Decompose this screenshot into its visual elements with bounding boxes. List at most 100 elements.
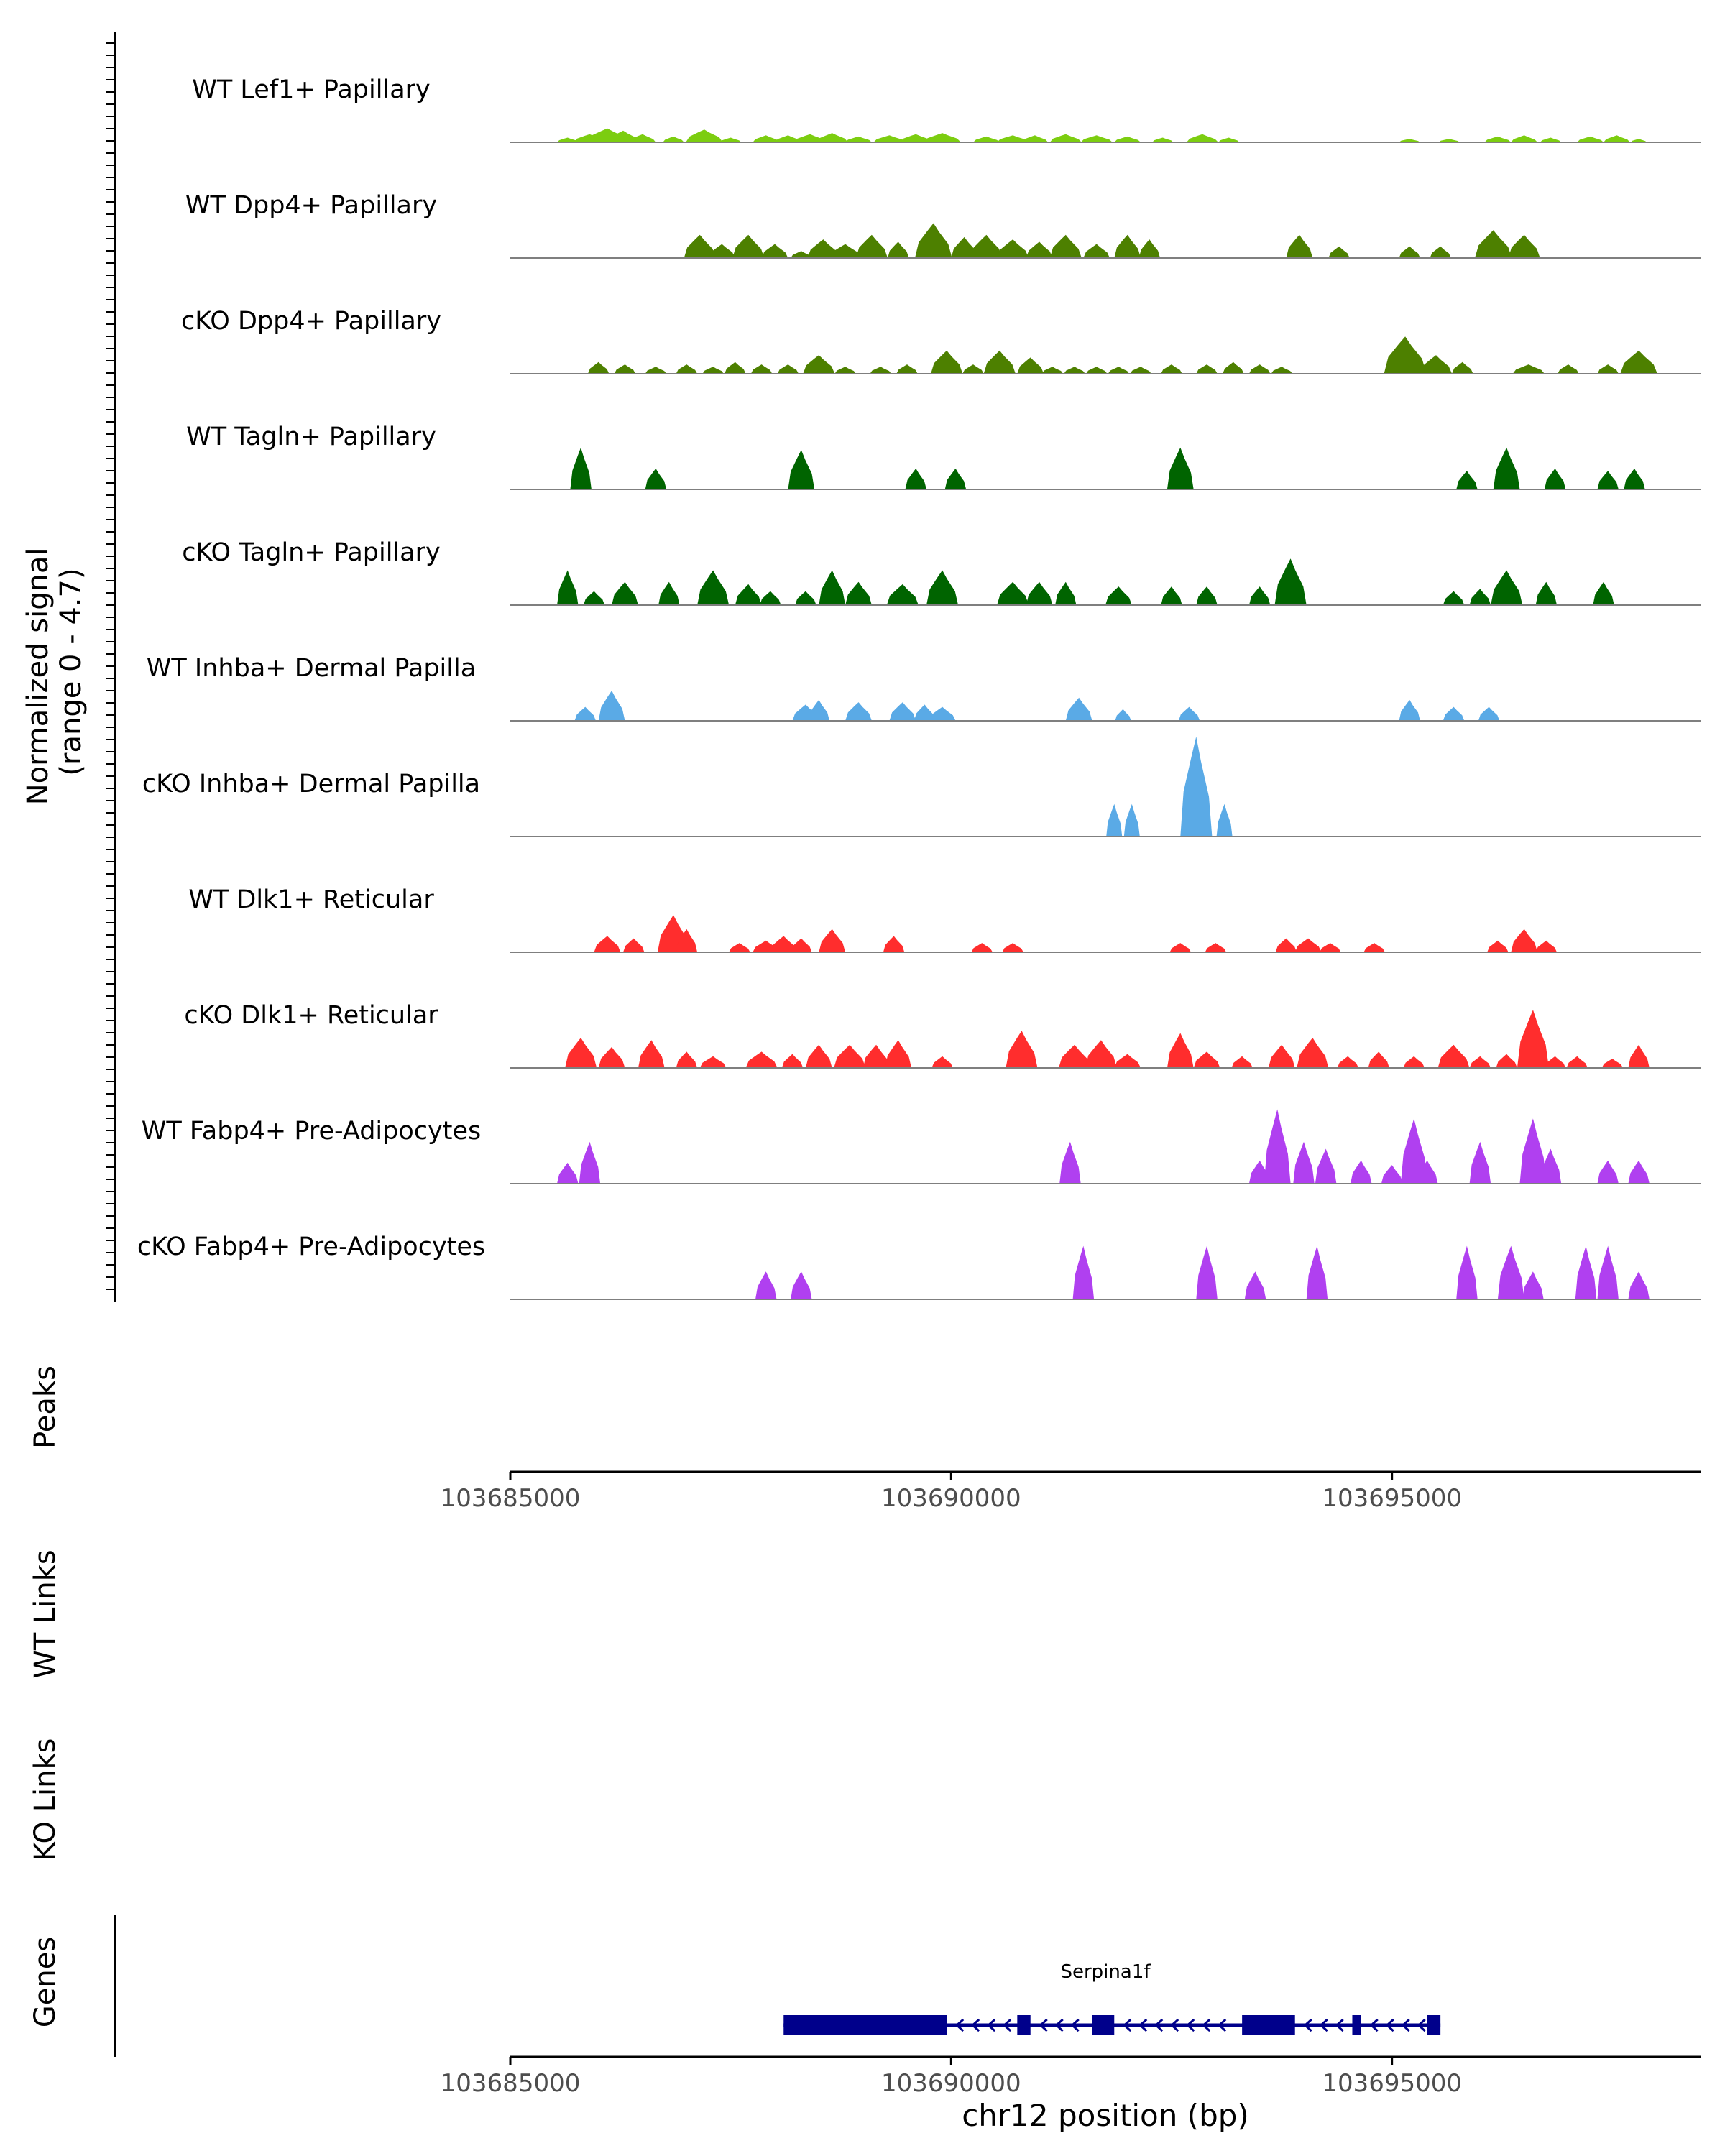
- strand-arrow: [1070, 2018, 1080, 2032]
- signal-peak: [770, 936, 797, 952]
- signal-peak: [1381, 1165, 1403, 1184]
- strand-arrow: [1039, 2018, 1048, 2032]
- signal-peak: [699, 1056, 727, 1068]
- signal-peak: [870, 367, 891, 374]
- signal-peak: [1604, 135, 1630, 142]
- signal-peak: [1497, 1245, 1524, 1299]
- track: cKO Dpp4+ Papillary: [181, 307, 1701, 374]
- signal-peak: [1566, 1056, 1588, 1068]
- signal-peak: [1105, 586, 1132, 605]
- signal-peak: [951, 236, 978, 258]
- gene-model-serpina1f: Serpina1f: [783, 1961, 1441, 2035]
- signal-peak: [983, 350, 1016, 374]
- signal-peak: [926, 570, 959, 605]
- signal-peak: [1167, 1033, 1194, 1068]
- signal-peak: [1264, 1109, 1291, 1184]
- signal-peak: [1475, 230, 1512, 258]
- track-label: WT Inhba+ Dermal Papilla: [147, 654, 476, 683]
- gene-exon: [1092, 2015, 1115, 2035]
- signal-peak: [803, 355, 835, 374]
- signal-peak: [1123, 803, 1140, 837]
- signal-peak: [1041, 367, 1064, 374]
- signal-peak: [1575, 1245, 1597, 1299]
- signal-peak: [1469, 1141, 1491, 1184]
- signal-peak: [1021, 135, 1049, 142]
- signal-peak: [1399, 699, 1420, 721]
- strand-arrow: [1202, 2018, 1211, 2032]
- signal-peak: [819, 570, 846, 605]
- strand-arrow: [1401, 2018, 1410, 2032]
- signal-peak: [1049, 234, 1082, 258]
- signal-peak: [1180, 736, 1213, 837]
- links-panels: WT Links KO Links: [29, 1549, 62, 1861]
- signal-peak: [557, 1162, 579, 1184]
- signal-peak: [791, 938, 812, 952]
- signal-peak: [819, 929, 846, 952]
- signal-peak: [1544, 1056, 1566, 1068]
- signal-peak: [775, 135, 801, 142]
- signal-peak: [1487, 940, 1509, 952]
- signal-peak: [997, 581, 1029, 605]
- x-tick-label: 103695000: [1322, 2069, 1462, 2098]
- ko-links-label: KO Links: [29, 1738, 62, 1861]
- signal-peak: [658, 581, 680, 605]
- signal-peak: [1597, 1160, 1619, 1184]
- wt-links-label: WT Links: [29, 1549, 62, 1678]
- signal-peak: [1026, 241, 1053, 258]
- signal-peak: [1080, 135, 1113, 142]
- strand-arrow: [1303, 2018, 1312, 2032]
- signal-peak: [1540, 1148, 1562, 1184]
- signal-peak: [1328, 246, 1350, 258]
- signal-peak: [962, 364, 984, 374]
- signal-peak: [1496, 1054, 1517, 1068]
- signal-peak: [1231, 1056, 1253, 1068]
- signal-peak: [855, 234, 888, 258]
- strand-arrow: [1218, 2018, 1227, 2032]
- signal-peak: [732, 234, 765, 258]
- signal-peak: [663, 136, 684, 142]
- signal-peak: [777, 364, 799, 374]
- signal-peak: [845, 702, 872, 721]
- track: cKO Tagln+ Papillary: [182, 538, 1701, 606]
- track-label: cKO Dlk1+ Reticular: [184, 1001, 438, 1030]
- track-label: cKO Tagln+ Papillary: [182, 538, 441, 567]
- signal-peak: [997, 135, 1029, 142]
- signal-peak: [684, 234, 716, 258]
- signal-peak: [1478, 706, 1500, 721]
- track: WT Fabp4+ Pre-Adipocytes: [142, 1109, 1701, 1184]
- signal-peak: [1178, 706, 1200, 721]
- signal-peak: [1196, 364, 1218, 374]
- signal-peak: [1086, 367, 1108, 374]
- genes-panel: Genes Serpina1f 103685000 103690000 103695…: [29, 1915, 1701, 2133]
- signal-peak: [845, 136, 872, 142]
- signal-peak: [1628, 1271, 1650, 1299]
- signal-peak: [1275, 938, 1297, 952]
- coverage-panel: Normalized signal (range 0 - 4.7) WT Lef…: [22, 32, 1701, 1302]
- signal-peak: [1286, 234, 1313, 258]
- signal-peak: [1337, 1056, 1359, 1068]
- gene-exon: [1427, 2015, 1441, 2035]
- track-label: WT Fabp4+ Pre-Adipocytes: [142, 1117, 481, 1146]
- signal-peak: [1293, 1141, 1315, 1184]
- signal-peak: [557, 137, 579, 142]
- signal-peak: [795, 591, 816, 605]
- signal-peak: [1597, 1245, 1619, 1299]
- peaks-panel: Peaks 103685000 103690000 103695000: [29, 1365, 1701, 1513]
- signal-peak: [1072, 1245, 1095, 1299]
- signal-peak: [598, 1046, 625, 1068]
- signal-peak: [1438, 1044, 1470, 1068]
- genes-x-ticks: 103685000 103690000 103695000: [441, 2057, 1462, 2098]
- strand-arrow: [954, 2018, 965, 2032]
- signal-peak: [1274, 558, 1307, 605]
- signal-peak: [873, 135, 906, 142]
- signal-peak: [1205, 943, 1227, 952]
- gene-exon: [1352, 2015, 1361, 2035]
- signal-peak: [557, 570, 579, 605]
- signal-peak: [1216, 803, 1233, 837]
- signal-peak: [1517, 1010, 1549, 1068]
- signal-peak: [885, 1040, 912, 1068]
- signal-peak: [1064, 367, 1085, 374]
- signal-peak: [1443, 706, 1465, 721]
- signal-peak: [1400, 1118, 1427, 1184]
